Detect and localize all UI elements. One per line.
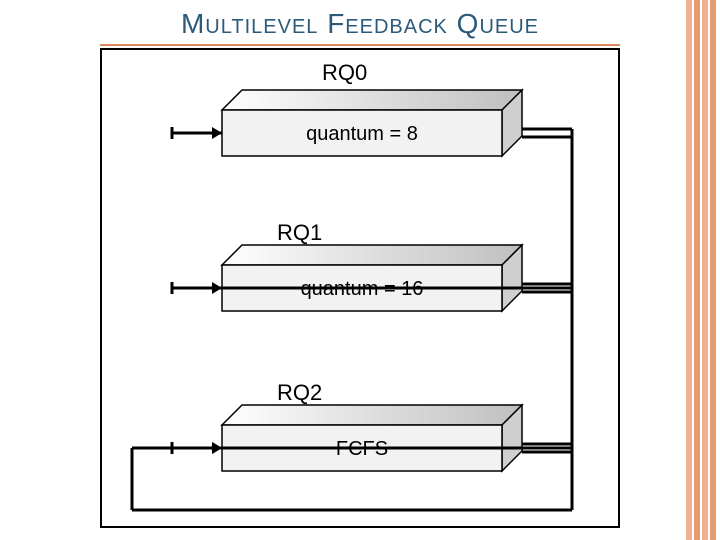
bg-stripe [710, 0, 716, 540]
arrow-head [212, 442, 222, 454]
queue-label: RQ1 [277, 220, 322, 245]
bg-stripe [686, 0, 692, 540]
arrow-head [212, 282, 222, 294]
queue-box-top [222, 245, 522, 265]
title-rule [100, 44, 620, 46]
diagram-frame: RQ0quantum = 8RQ1quantum = 16RQ2FCFS [100, 48, 620, 528]
bg-stripe [702, 0, 708, 540]
diagram-svg: RQ0quantum = 8RQ1quantum = 16RQ2FCFS [102, 50, 618, 526]
queue-box-label: quantum = 8 [306, 123, 418, 145]
title-text: Multilevel Feedback Queue [181, 8, 539, 39]
queue-box-top [222, 405, 522, 425]
arrow-head [212, 127, 222, 139]
queue-label: RQ2 [277, 380, 322, 405]
queue-box-top [222, 90, 522, 110]
page-title: Multilevel Feedback Queue [0, 8, 720, 40]
queue-label: RQ0 [322, 60, 367, 85]
bg-stripe [694, 0, 700, 540]
